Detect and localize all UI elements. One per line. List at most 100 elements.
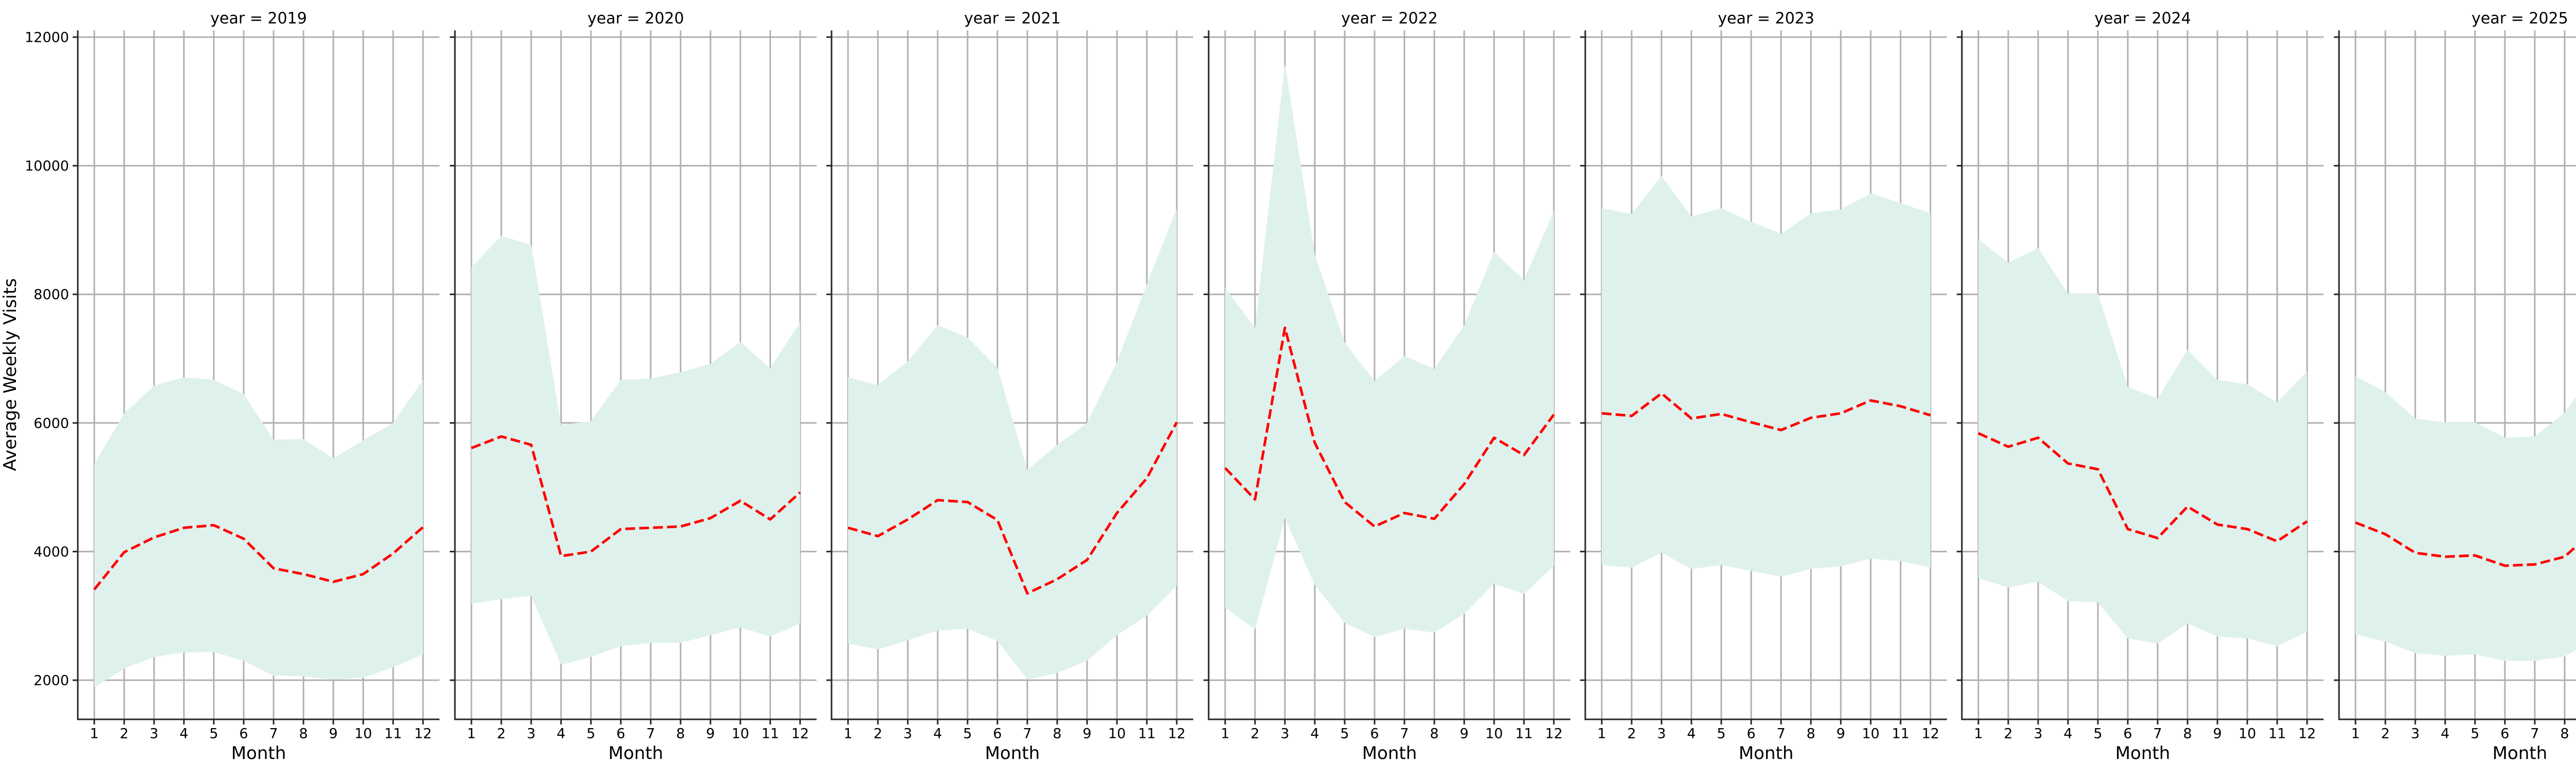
x-tick-label: 5 xyxy=(2093,726,2102,742)
median-line xyxy=(93,524,424,591)
panel-title: year = 2021 xyxy=(964,10,1061,28)
x-tick-label: 5 xyxy=(1717,726,1725,742)
x-tick-label: 3 xyxy=(1657,726,1666,742)
x-tick-label: 2 xyxy=(873,726,882,742)
x-tick-label: 8 xyxy=(2560,726,2569,742)
x-tick-label: 7 xyxy=(1776,726,1785,742)
panel-title: year = 2020 xyxy=(587,10,684,28)
median-line xyxy=(471,435,801,558)
x-tick-label: 12 xyxy=(1168,726,1185,742)
x-tick-label: 6 xyxy=(993,726,1002,742)
x-tick-label: 7 xyxy=(2153,726,2162,742)
panel-title: year = 2019 xyxy=(210,10,307,28)
x-tick-label: 3 xyxy=(1280,726,1289,742)
x-tick-label: 4 xyxy=(179,726,188,742)
x-tick-label: 3 xyxy=(2033,726,2042,742)
x-tick-label: 10 xyxy=(1108,726,1126,742)
x-tick-label: 5 xyxy=(586,726,595,742)
median-line xyxy=(2355,521,2576,567)
x-tick-label: 6 xyxy=(2123,726,2132,742)
x-tick-label: 7 xyxy=(1400,726,1409,742)
x-tick-label: 4 xyxy=(1310,726,1319,742)
x-tick-label: 3 xyxy=(2411,726,2419,742)
percentile-band xyxy=(1602,176,1930,577)
x-tick-label: 10 xyxy=(1485,726,1503,742)
x-tick-label: 10 xyxy=(1862,726,1879,742)
median-line xyxy=(1601,392,1931,432)
y-tick-label: 4000 xyxy=(33,544,69,560)
percentile-band xyxy=(848,209,1177,680)
percentile-band xyxy=(2355,376,2576,661)
x-tick-label: 7 xyxy=(646,726,655,742)
x-tick-label: 8 xyxy=(1430,726,1438,742)
percentile-band xyxy=(94,377,423,687)
x-tick-label: 6 xyxy=(1370,726,1379,742)
x-tick-label: 2 xyxy=(2381,726,2389,742)
x-tick-label: 1 xyxy=(90,726,98,742)
x-tick-label: 10 xyxy=(2239,726,2256,742)
y-tick-label: 2000 xyxy=(33,673,69,689)
x-tick-label: 3 xyxy=(149,726,158,742)
x-tick-label: 2 xyxy=(2004,726,2012,742)
x-tick-label: 4 xyxy=(933,726,942,742)
panel-title: year = 2022 xyxy=(1341,10,1438,28)
x-tick-label: 12 xyxy=(1545,726,1563,742)
x-tick-label: 7 xyxy=(1023,726,1031,742)
x-tick-label: 1 xyxy=(1221,726,1229,742)
x-tick-label: 11 xyxy=(384,726,402,742)
x-tick-label: 4 xyxy=(2441,726,2449,742)
percentile-band xyxy=(1225,63,1554,637)
x-tick-label: 8 xyxy=(299,726,308,742)
x-tick-label: 12 xyxy=(2298,726,2316,742)
x-tick-label: 2 xyxy=(120,726,128,742)
x-tick-label: 1 xyxy=(467,726,476,742)
x-tick-label: 4 xyxy=(1687,726,1696,742)
x-tick-label: 8 xyxy=(1053,726,1061,742)
x-tick-label: 7 xyxy=(2530,726,2539,742)
panel-title: year = 2024 xyxy=(2094,10,2191,28)
x-tick-label: 10 xyxy=(354,726,372,742)
x-tick-label: 12 xyxy=(414,726,432,742)
x-tick-label: 11 xyxy=(1138,726,1156,742)
x-tick-label: 4 xyxy=(556,726,565,742)
median-line xyxy=(848,422,1178,595)
x-tick-label: 6 xyxy=(2500,726,2509,742)
x-tick-label: 6 xyxy=(616,726,625,742)
y-tick-label: 6000 xyxy=(33,415,69,431)
x-tick-label: 2 xyxy=(1250,726,1259,742)
panel-title: year = 2023 xyxy=(1718,10,1815,28)
y-tick-label: 12000 xyxy=(25,30,69,46)
x-axis-label: Month xyxy=(231,743,286,764)
x-tick-label: 10 xyxy=(732,726,749,742)
x-tick-label: 9 xyxy=(1836,726,1845,742)
x-tick-label: 5 xyxy=(963,726,972,742)
x-tick-label: 1 xyxy=(1974,726,1982,742)
x-tick-label: 1 xyxy=(1597,726,1606,742)
percentile-band xyxy=(471,235,800,665)
x-tick-label: 8 xyxy=(1806,726,1815,742)
x-tick-label: 6 xyxy=(239,726,248,742)
x-tick-label: 5 xyxy=(209,726,218,742)
x-axis-label: Month xyxy=(2493,743,2548,764)
x-tick-label: 11 xyxy=(2268,726,2286,742)
y-tick-label: 10000 xyxy=(25,158,69,174)
x-tick-label: 5 xyxy=(2470,726,2479,742)
x-tick-label: 4 xyxy=(2063,726,2072,742)
x-tick-label: 1 xyxy=(2351,726,2360,742)
x-tick-label: 8 xyxy=(676,726,685,742)
x-axis-label: Month xyxy=(1739,743,1794,764)
percentile-band xyxy=(1978,239,2307,646)
x-tick-label: 9 xyxy=(329,726,337,742)
x-tick-label: 11 xyxy=(761,726,779,742)
x-tick-label: 11 xyxy=(1892,726,1909,742)
x-tick-label: 12 xyxy=(791,726,809,742)
panel-title: year = 2025 xyxy=(2471,10,2568,28)
x-axis-label: Month xyxy=(2115,743,2171,764)
